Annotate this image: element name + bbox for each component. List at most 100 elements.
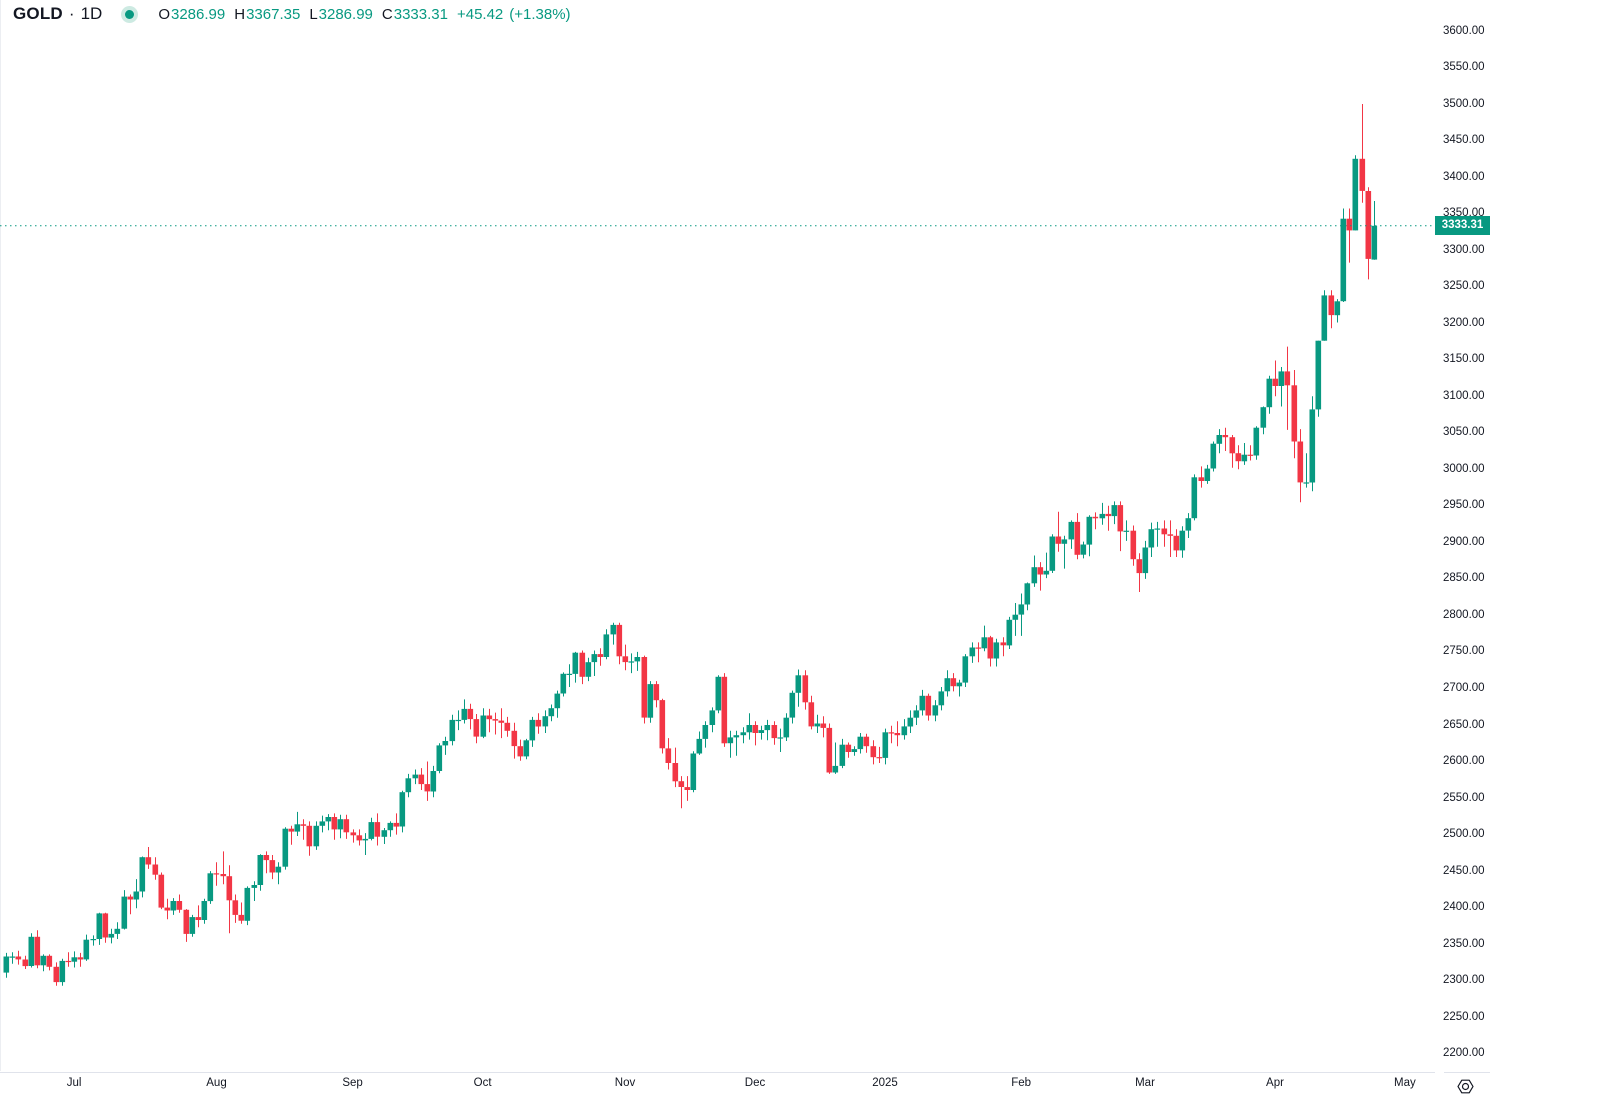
- candle[interactable]: [721, 673, 728, 747]
- candle[interactable]: [962, 654, 969, 687]
- candle[interactable]: [325, 814, 332, 831]
- candle[interactable]: [504, 716, 511, 737]
- symbol-timeframe[interactable]: 1D: [80, 4, 103, 23]
- candle[interactable]: [752, 721, 759, 746]
- symbol-name[interactable]: GOLD: [13, 4, 63, 23]
- candle[interactable]: [832, 742, 839, 774]
- candle[interactable]: [610, 622, 617, 645]
- candle[interactable]: [932, 700, 939, 722]
- candle[interactable]: [1111, 501, 1118, 525]
- candle[interactable]: [1204, 464, 1211, 484]
- candle[interactable]: [579, 650, 586, 685]
- candle[interactable]: [882, 728, 889, 765]
- candle[interactable]: [220, 851, 227, 885]
- candle[interactable]: [1222, 427, 1229, 451]
- candle[interactable]: [1278, 367, 1285, 407]
- candle[interactable]: [894, 721, 901, 747]
- settings-gear-icon[interactable]: [1456, 1077, 1475, 1096]
- candle[interactable]: [783, 713, 790, 741]
- candle[interactable]: [480, 708, 487, 739]
- candle[interactable]: [696, 731, 703, 755]
- candle[interactable]: [83, 934, 90, 961]
- candle[interactable]: [145, 847, 152, 869]
- candle[interactable]: [127, 894, 134, 915]
- candle[interactable]: [888, 725, 895, 744]
- candle[interactable]: [560, 672, 567, 697]
- candle[interactable]: [876, 746, 883, 763]
- candle[interactable]: [1105, 505, 1112, 531]
- candle[interactable]: [381, 828, 388, 844]
- candle[interactable]: [1167, 520, 1174, 557]
- candle[interactable]: [257, 854, 264, 891]
- candle[interactable]: [628, 653, 635, 674]
- candle[interactable]: [473, 714, 480, 744]
- candle[interactable]: [1173, 529, 1180, 557]
- candle[interactable]: [96, 912, 103, 945]
- candle[interactable]: [839, 738, 846, 769]
- candle[interactable]: [548, 704, 555, 722]
- candle[interactable]: [1328, 290, 1335, 329]
- candle[interactable]: [808, 695, 815, 730]
- candle[interactable]: [374, 813, 381, 846]
- candle[interactable]: [690, 751, 697, 793]
- candle[interactable]: [1241, 443, 1248, 465]
- candle[interactable]: [350, 829, 357, 843]
- candle[interactable]: [343, 814, 350, 839]
- candle[interactable]: [529, 716, 536, 747]
- candle[interactable]: [34, 930, 41, 969]
- candle[interactable]: [1297, 429, 1304, 503]
- candle[interactable]: [331, 813, 338, 840]
- candle[interactable]: [300, 819, 307, 840]
- candle[interactable]: [647, 681, 654, 723]
- candle[interactable]: [1321, 290, 1328, 341]
- candle[interactable]: [597, 648, 604, 666]
- candle[interactable]: [418, 768, 425, 790]
- candle[interactable]: [121, 890, 128, 930]
- candle[interactable]: [795, 669, 802, 707]
- candle[interactable]: [337, 814, 344, 839]
- candle[interactable]: [1340, 208, 1347, 303]
- candle[interactable]: [1092, 512, 1099, 530]
- candle[interactable]: [28, 933, 35, 968]
- candle[interactable]: [740, 727, 747, 744]
- candle[interactable]: [3, 952, 10, 978]
- candle[interactable]: [1365, 187, 1372, 280]
- candle[interactable]: [1136, 553, 1143, 592]
- candle[interactable]: [393, 813, 400, 835]
- candle[interactable]: [436, 743, 443, 774]
- candle[interactable]: [653, 681, 660, 708]
- candle[interactable]: [851, 746, 858, 756]
- candle[interactable]: [1123, 520, 1130, 541]
- candle[interactable]: [956, 679, 963, 697]
- candle[interactable]: [944, 670, 951, 697]
- candle[interactable]: [993, 638, 1000, 667]
- candle[interactable]: [870, 740, 877, 765]
- candle[interactable]: [511, 722, 518, 759]
- candle[interactable]: [486, 708, 493, 733]
- candle[interactable]: [566, 664, 573, 687]
- candle[interactable]: [449, 714, 456, 746]
- candle[interactable]: [1061, 535, 1068, 569]
- candle[interactable]: [1018, 593, 1025, 636]
- candle[interactable]: [1266, 375, 1273, 414]
- candle[interactable]: [164, 898, 171, 920]
- candle[interactable]: [176, 894, 183, 913]
- candle[interactable]: [764, 719, 771, 741]
- candle[interactable]: [777, 728, 784, 752]
- candle[interactable]: [659, 698, 666, 754]
- candle[interactable]: [1000, 637, 1007, 657]
- candle[interactable]: [1080, 541, 1087, 559]
- candle[interactable]: [467, 703, 474, 730]
- candle[interactable]: [1161, 520, 1168, 547]
- candle[interactable]: [1247, 445, 1254, 461]
- candle[interactable]: [845, 742, 852, 758]
- candle[interactable]: [356, 829, 363, 846]
- candle[interactable]: [684, 776, 691, 801]
- candle[interactable]: [238, 902, 245, 924]
- candle[interactable]: [603, 629, 610, 660]
- candle[interactable]: [319, 815, 326, 833]
- candle[interactable]: [306, 821, 313, 856]
- candle[interactable]: [1086, 515, 1093, 557]
- candle[interactable]: [1272, 360, 1279, 397]
- candle[interactable]: [189, 914, 196, 937]
